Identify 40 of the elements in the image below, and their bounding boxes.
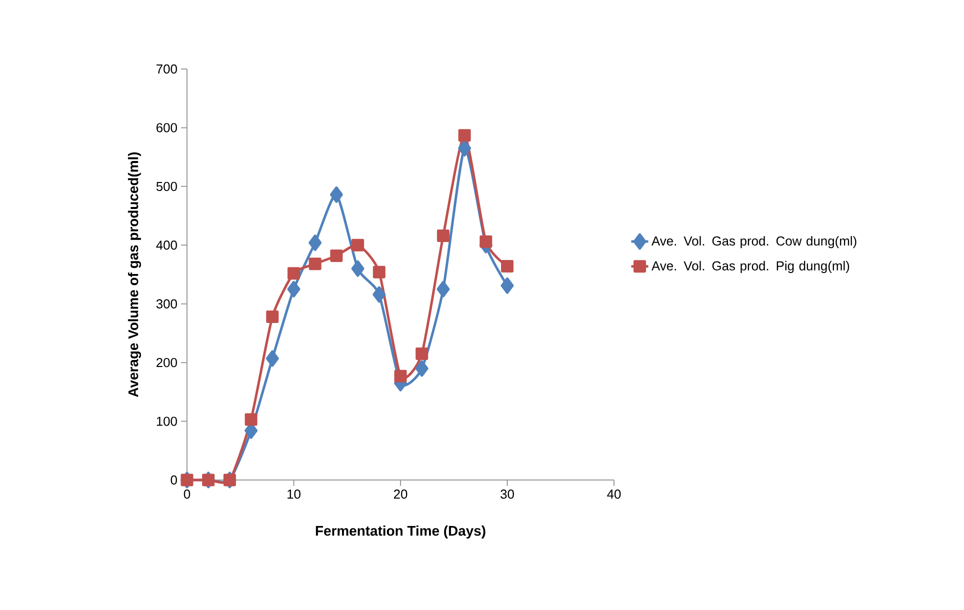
y-tick-label: 200 [156, 358, 177, 368]
point [501, 260, 514, 273]
point [308, 234, 322, 252]
point [500, 277, 514, 294]
point [372, 266, 386, 278]
x-axis-title: Fermentation Time (Days) [316, 526, 486, 539]
x-tick-label: 0 [184, 490, 190, 499]
x-tick-label: 20 [394, 490, 408, 499]
point [266, 310, 279, 324]
point [436, 280, 450, 298]
point [330, 186, 343, 203]
point [458, 140, 472, 157]
y-axis-title: Average Volume of gas produced(ml) [128, 152, 142, 397]
y-tick-label: 500 [156, 182, 177, 192]
y-tick-label: 400 [156, 240, 177, 250]
y-tick-label: 100 [156, 416, 177, 426]
point [415, 360, 428, 377]
point [480, 235, 492, 248]
point [436, 230, 450, 242]
point [266, 350, 279, 367]
point [287, 280, 300, 298]
point [458, 129, 471, 142]
y-tick-label: 0 [170, 475, 177, 485]
point [372, 286, 386, 303]
point [352, 238, 364, 252]
x-tick-label: 40 [607, 490, 621, 499]
point [394, 370, 407, 382]
point [288, 267, 300, 280]
y-tick-label: 600 [156, 123, 177, 132]
point [308, 258, 322, 270]
legend-label: Ave. Vol. Gas prod. Cow dung(ml) [652, 236, 856, 248]
y-tick-label: 300 [156, 299, 177, 308]
x-tick-label: 10 [288, 490, 300, 499]
y-tick-label: 700 [156, 64, 177, 74]
x-tick-label: 30 [500, 490, 514, 499]
point [416, 348, 428, 360]
point [330, 249, 343, 262]
point [351, 260, 364, 277]
point [244, 413, 258, 426]
legend-label: Ave. Vol. Gas prod. Pig dung(ml) [652, 260, 850, 274]
